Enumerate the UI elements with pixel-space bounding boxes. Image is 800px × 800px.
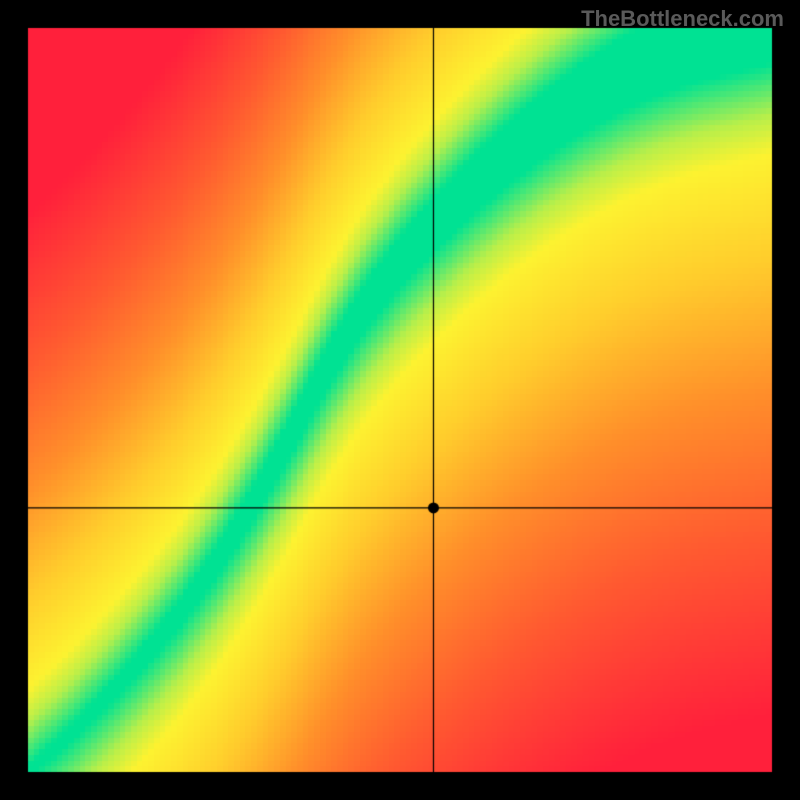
chart-container: TheBottleneck.com [0,0,800,800]
watermark-text: TheBottleneck.com [581,6,784,32]
heatmap-canvas [0,0,800,800]
